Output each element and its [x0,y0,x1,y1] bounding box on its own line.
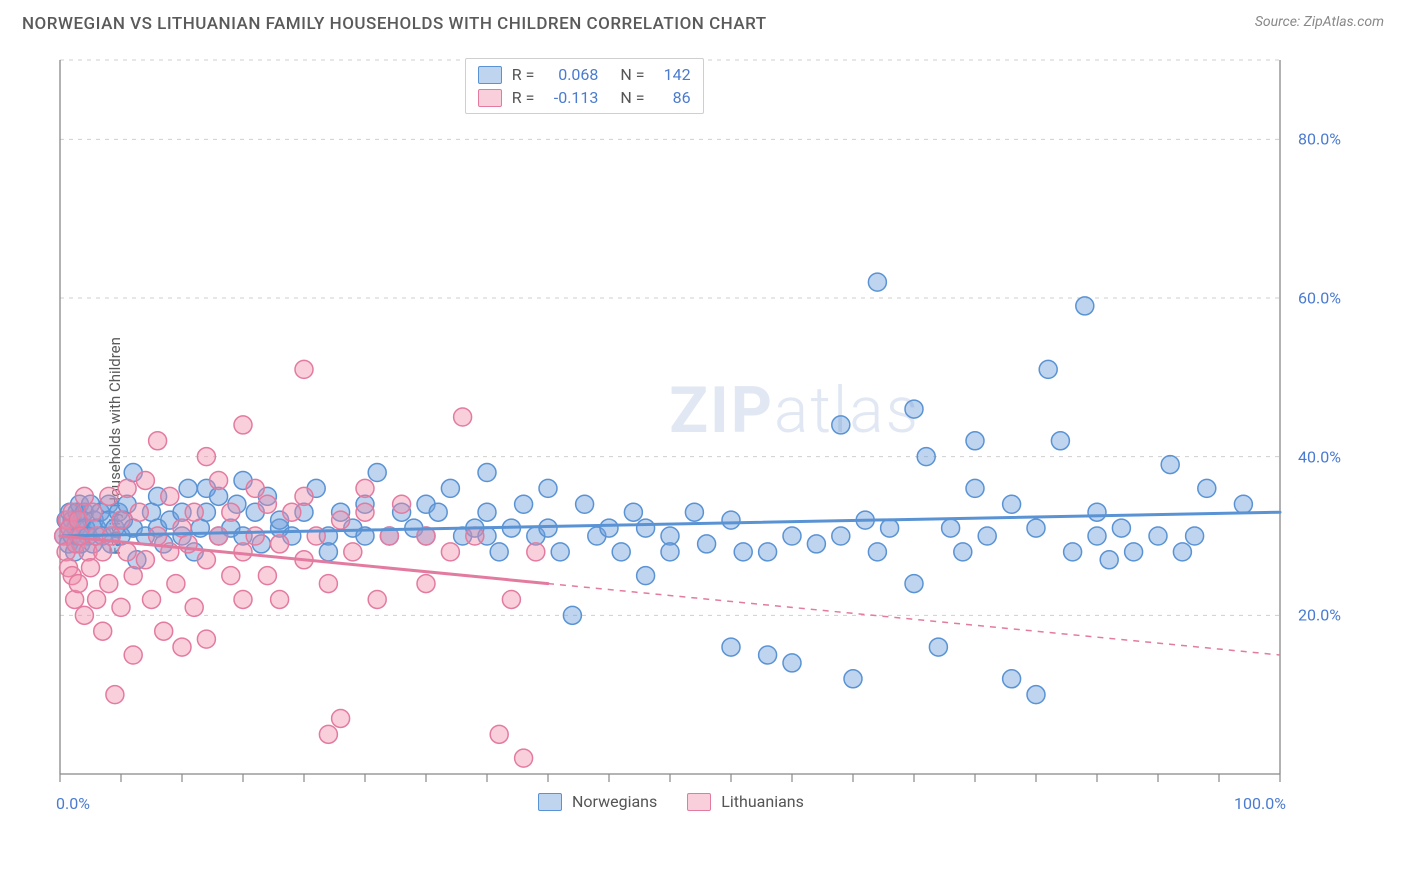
source-prefix: Source: [1255,14,1300,30]
x-tick-min: 0.0% [56,794,90,813]
correlation-legend: R = 0.068 N = 142 R = -0.113 N = 86 [465,58,704,114]
r-label: R = [512,65,535,84]
n-value: 86 [655,88,691,107]
y-tick-label: 80.0% [1298,130,1341,149]
y-tick-label: 60.0% [1298,289,1341,308]
legend-swatch [538,793,562,811]
x-tick-max: 100.0% [1234,794,1286,813]
r-value: -0.113 [544,88,598,107]
y-tick-label: 20.0% [1298,606,1341,625]
plot-area: ZIPatlas R =0.068N =142R =-0.113N =86 No… [50,54,1340,814]
y-tick-label: 40.0% [1298,447,1341,466]
r-value: 0.068 [544,65,598,84]
n-label: N = [620,65,644,84]
legend-row-norwegians: R = 0.068 N = 142 [478,65,691,84]
legend-swatch [687,793,711,811]
legend-swatch [478,89,502,107]
source-label: Source: ZipAtlas.com [1255,14,1384,30]
n-label: N = [620,88,644,107]
r-label: R = [512,88,535,107]
legend-label: Lithuanians [721,792,804,811]
legend-swatch [478,66,502,84]
chart-svg [50,54,1340,814]
source-name: ZipAtlas.com [1304,14,1384,30]
n-value: 142 [655,65,691,84]
legend-row-lithuanians: R = -0.113 N = 86 [478,88,691,107]
legend-label: Norwegians [572,792,657,811]
legend-item-norwegians: Norwegians [538,792,657,811]
series-legend: Norwegians Lithuanians [538,792,804,811]
chart-title: NORWEGIAN VS LITHUANIAN FAMILY HOUSEHOLD… [22,14,767,34]
legend-item-lithuanians: Lithuanians [687,792,804,811]
